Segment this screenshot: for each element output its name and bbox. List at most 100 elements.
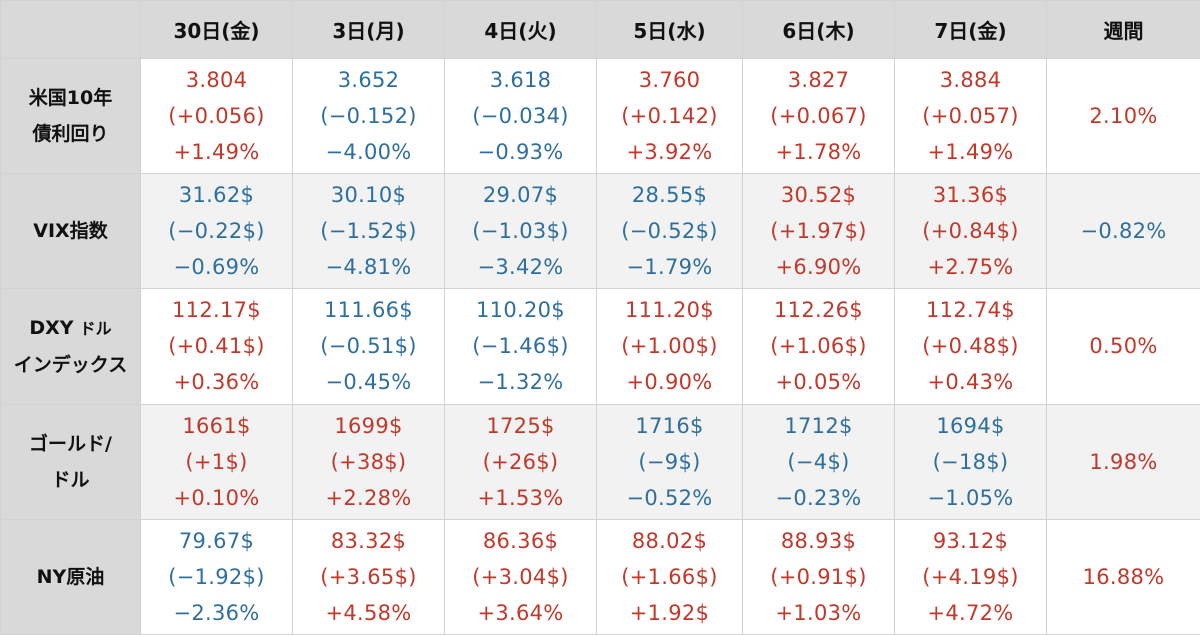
cell-change: (+3.04$) <box>472 564 569 589</box>
cell-change: (+38$) <box>330 449 407 474</box>
row-label-line1: 米国10年 <box>1 80 140 116</box>
cell-pct: +4.72% <box>927 600 1014 625</box>
row-label: ゴールド/ドル <box>0 403 141 520</box>
cell-change: (+1$) <box>185 449 248 474</box>
cell-change: (−1.52$) <box>320 219 417 244</box>
cell-pct: +0.90% <box>626 370 713 395</box>
cell-pct: +1.49% <box>927 140 1014 165</box>
weekly-value: −0.82% <box>1080 219 1167 244</box>
data-cell: 112.26$ (+1.06$) +0.05% <box>742 288 895 405</box>
cell-change: (+0.142) <box>621 104 718 129</box>
cell-pct: +1.92$ <box>629 600 710 625</box>
cell-value: 30.10$ <box>330 183 407 208</box>
data-cell: 28.55$ (−0.52$) −1.79% <box>596 173 743 290</box>
data-cell: 79.67$ (−1.92$) −2.36% <box>140 518 293 635</box>
cell-change: (+1.06$) <box>770 334 867 359</box>
cell-change: (−0.152) <box>320 104 417 129</box>
weekly-cell: 1.98% <box>1046 403 1200 520</box>
cell-value: 3.760 <box>638 68 701 93</box>
row-label: 米国10年債利回り <box>0 57 141 175</box>
data-cell: 1699$ (+38$) +2.28% <box>292 403 445 520</box>
cell-pct: +2.75% <box>927 255 1014 280</box>
row-label-suffix: ドル <box>79 318 112 338</box>
data-cell: 3.884 (+0.057) +1.49% <box>894 57 1047 175</box>
header-day: 6日(木) <box>742 0 895 59</box>
cell-value: 83.32$ <box>330 528 407 553</box>
cell-value: 112.26$ <box>774 298 863 323</box>
data-cell: 110.20$ (−1.46$) −1.32% <box>444 288 597 405</box>
cell-pct: −0.69% <box>173 255 260 280</box>
cell-change: (+0.067) <box>770 104 867 129</box>
data-cell: 3.760 (+0.142) +3.92% <box>596 57 743 175</box>
cell-pct: −0.45% <box>325 370 412 395</box>
data-cell: 112.74$ (+0.48$) +0.43% <box>894 288 1047 405</box>
cell-change: (+0.056) <box>168 104 265 129</box>
cell-change: (−9$) <box>638 449 701 474</box>
data-cell: 93.12$ (+4.19$) +4.72% <box>894 518 1047 635</box>
cell-value: 3.618 <box>489 68 552 93</box>
cell-change: (+0.84$) <box>922 219 1019 244</box>
cell-change: (−0.51$) <box>320 334 417 359</box>
weekly-cell: −0.82% <box>1046 173 1200 290</box>
cell-pct: +1.49% <box>173 140 260 165</box>
header-row: 30日(金) 3日(月) 4日(火) 5日(水) 6日(木) 7日(金) 週間 <box>0 0 1200 59</box>
weekly-cell: 0.50% <box>1046 288 1200 405</box>
table-row: DXY ドル インデックス 112.17$ (+0.41$) +0.36% 111.66$ (… <box>0 288 1200 405</box>
cell-pct: +3.92% <box>626 140 713 165</box>
cell-change: (−1.92$) <box>168 564 265 589</box>
data-cell: 86.36$ (+3.04$) +3.64% <box>444 518 597 635</box>
cell-change: (+1.00$) <box>621 334 718 359</box>
row-label-text: VIX指数 <box>33 220 108 243</box>
cell-value: 3.884 <box>939 68 1002 93</box>
cell-pct: +6.90% <box>775 255 862 280</box>
row-label-line1: NY原油 <box>1 559 140 595</box>
row-label-line2: ドル <box>51 468 90 491</box>
cell-value: 111.66$ <box>324 298 413 323</box>
cell-pct: −3.42% <box>477 255 564 280</box>
cell-pct: +1.53% <box>477 485 564 510</box>
cell-pct: +1.03% <box>775 600 862 625</box>
cell-value: 1699$ <box>334 413 403 438</box>
cell-change: (−1.03$) <box>472 219 569 244</box>
data-cell: 112.17$ (+0.41$) +0.36% <box>140 288 293 405</box>
cell-change: (−4$) <box>787 449 850 474</box>
row-label-text: NY原油 <box>36 565 105 588</box>
cell-change: (−0.034) <box>472 104 569 129</box>
cell-pct: +3.64% <box>477 600 564 625</box>
row-label: DXY ドル インデックス <box>0 288 141 405</box>
cell-value: 1661$ <box>182 413 251 438</box>
row-label-line1: VIX指数 <box>1 213 140 249</box>
data-cell: 30.52$ (+1.97$) +6.90% <box>742 173 895 290</box>
cell-value: 111.20$ <box>625 298 714 323</box>
cell-pct: −1.32% <box>477 370 564 395</box>
weekly-value: 2.10% <box>1089 104 1158 129</box>
cell-pct: +4.58% <box>325 600 412 625</box>
data-cell: 111.20$ (+1.00$) +0.90% <box>596 288 743 405</box>
cell-pct: −1.05% <box>927 485 1014 510</box>
cell-value: 88.02$ <box>631 528 708 553</box>
header-day: 5日(水) <box>596 0 743 59</box>
cell-change: (−0.52$) <box>621 219 718 244</box>
cell-value: 1725$ <box>486 413 555 438</box>
data-cell: 1716$ (−9$) −0.52% <box>596 403 743 520</box>
cell-change: (−18$) <box>932 449 1009 474</box>
weekly-value: 1.98% <box>1089 449 1158 474</box>
row-label-line1: ゴールド/ <box>1 426 140 462</box>
row-label-text: 米国10年 <box>28 87 113 110</box>
cell-value: 1712$ <box>784 413 853 438</box>
header-day: 3日(月) <box>292 0 445 59</box>
table-row: 米国10年 債利回り 3.804 (+0.056) +1.49% 3.652 (−0.152… <box>0 57 1200 175</box>
data-cell: 83.32$ (+3.65$) +4.58% <box>292 518 445 635</box>
cell-change: (+0.057) <box>922 104 1019 129</box>
cell-value: 93.12$ <box>932 528 1009 553</box>
data-cell: 31.36$ (+0.84$) +2.75% <box>894 173 1047 290</box>
cell-pct: +2.28% <box>325 485 412 510</box>
row-label-line1: DXY ドル <box>1 310 140 347</box>
header-day: 4日(火) <box>444 0 597 59</box>
cell-value: 28.55$ <box>631 183 708 208</box>
cell-pct: −0.93% <box>477 140 564 165</box>
table-row: VIX指数 31.62$ (−0.22$) −0.69% 30.10$ (−1.52$) −… <box>0 173 1200 290</box>
row-label-line2: 債利回り <box>32 123 109 146</box>
cell-pct: −0.52% <box>626 485 713 510</box>
